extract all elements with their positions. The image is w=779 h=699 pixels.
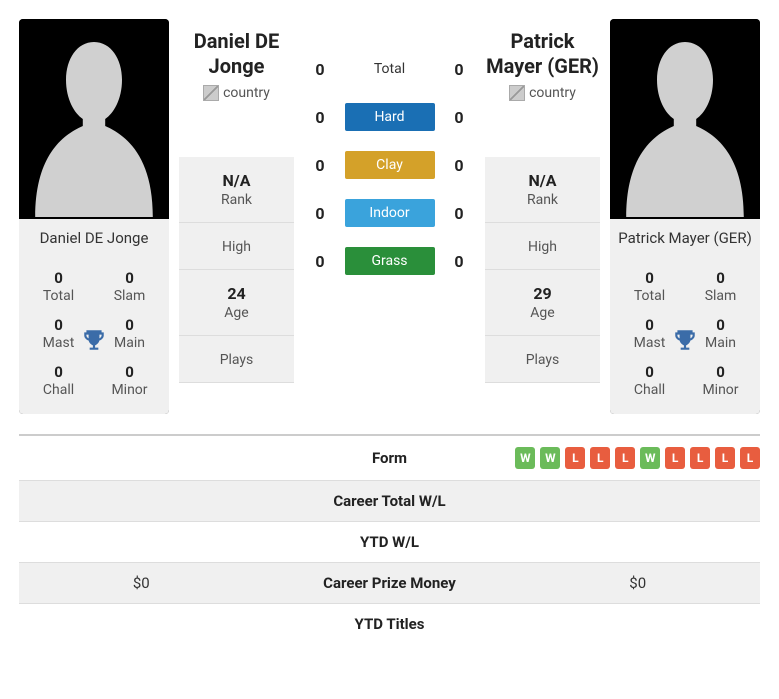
p2-slam-titles: 0 Slam (685, 269, 756, 304)
row-career-wl: Career Total W/L (19, 480, 760, 521)
comparison-table: Form WWLLLWLLLL Career Total W/L YTD W/L… (19, 434, 760, 644)
h2h-top-section: Daniel DE Jonge 0 Total 0 Slam 0 Mast 0 (19, 19, 760, 414)
form-win-badge[interactable]: W (540, 447, 560, 469)
h2h-clay-row: 0 Clay 0 (310, 151, 469, 179)
player1-titles: 0 Total 0 Slam 0 Mast 0 Main (19, 257, 169, 414)
form-loss-badge[interactable]: L (690, 447, 710, 469)
surface-grass-label[interactable]: Grass (345, 247, 435, 275)
p2-total-titles: 0 Total (614, 269, 685, 304)
p1-chall-titles: 0 Chall (23, 363, 94, 398)
form-loss-badge[interactable]: L (740, 447, 760, 469)
h2h-total-row: 0 Total 0 (310, 55, 469, 83)
player2-titles: 0 Total 0 Slam 0 Mast 0 Main (610, 257, 760, 414)
player1-heading[interactable]: Daniel DE Jonge (179, 29, 294, 79)
row-prize-money: $0 Career Prize Money $0 (19, 562, 760, 603)
player2-card: Patrick Mayer (GER) 0 Total 0 Slam 0 Mas… (610, 19, 760, 414)
person-silhouette-icon (615, 19, 755, 219)
player1-silhouette (19, 19, 169, 219)
p2-rank: N/A Rank (485, 157, 600, 223)
row-ytd-wl: YTD W/L (19, 521, 760, 562)
p1-high: High (179, 223, 294, 270)
player2-name: Patrick Mayer (GER) (610, 219, 760, 257)
surface-clay-label[interactable]: Clay (345, 151, 435, 179)
p2-minor-titles: 0 Minor (685, 363, 756, 398)
player2-heading[interactable]: Patrick Mayer (GER) (485, 29, 600, 79)
player1-name: Daniel DE Jonge (19, 219, 169, 257)
p1-minor-titles: 0 Minor (94, 363, 165, 398)
row-ytd-titles: YTD Titles (19, 603, 760, 644)
person-silhouette-icon (24, 19, 164, 219)
h2h-by-surface: 0 Total 0 0 Hard 0 0 Clay 0 0 Indoor 0 0… (304, 19, 475, 414)
trophy-icon (81, 327, 107, 357)
p1-rank: N/A Rank (179, 157, 294, 223)
p1-slam-titles: 0 Slam (94, 269, 165, 304)
player2-info-col: Patrick Mayer (GER) country N/A Rank Hig… (485, 19, 600, 414)
trophy-icon (672, 327, 698, 357)
player1-card: Daniel DE Jonge 0 Total 0 Slam 0 Mast 0 (19, 19, 169, 414)
p2-form: WWLLLWLLLL (515, 447, 760, 469)
h2h-indoor-row: 0 Indoor 0 (310, 199, 469, 227)
p2-high: High (485, 223, 600, 270)
p2-age: 29 Age (485, 270, 600, 336)
form-loss-badge[interactable]: L (665, 447, 685, 469)
form-loss-badge[interactable]: L (590, 447, 610, 469)
h2h-hard-row: 0 Hard 0 (310, 103, 469, 131)
p1-total-titles: 0 Total (23, 269, 94, 304)
form-win-badge[interactable]: W (640, 447, 660, 469)
form-loss-badge[interactable]: L (715, 447, 735, 469)
form-win-badge[interactable]: W (515, 447, 535, 469)
player1-info-col: Daniel DE Jonge country N/A Rank High 24… (179, 19, 294, 414)
p2-plays: Plays (485, 336, 600, 383)
p1-age: 24 Age (179, 270, 294, 336)
row-form: Form WWLLLWLLLL (19, 434, 760, 480)
p2-chall-titles: 0 Chall (614, 363, 685, 398)
surface-hard-label[interactable]: Hard (345, 103, 435, 131)
surface-indoor-label[interactable]: Indoor (345, 199, 435, 227)
h2h-grass-row: 0 Grass 0 (310, 247, 469, 275)
surface-total-label: Total (345, 55, 435, 83)
player2-silhouette (610, 19, 760, 219)
player1-flag: country (179, 85, 294, 101)
p1-plays: Plays (179, 336, 294, 383)
form-loss-badge[interactable]: L (565, 447, 585, 469)
player2-flag: country (485, 85, 600, 101)
form-loss-badge[interactable]: L (615, 447, 635, 469)
